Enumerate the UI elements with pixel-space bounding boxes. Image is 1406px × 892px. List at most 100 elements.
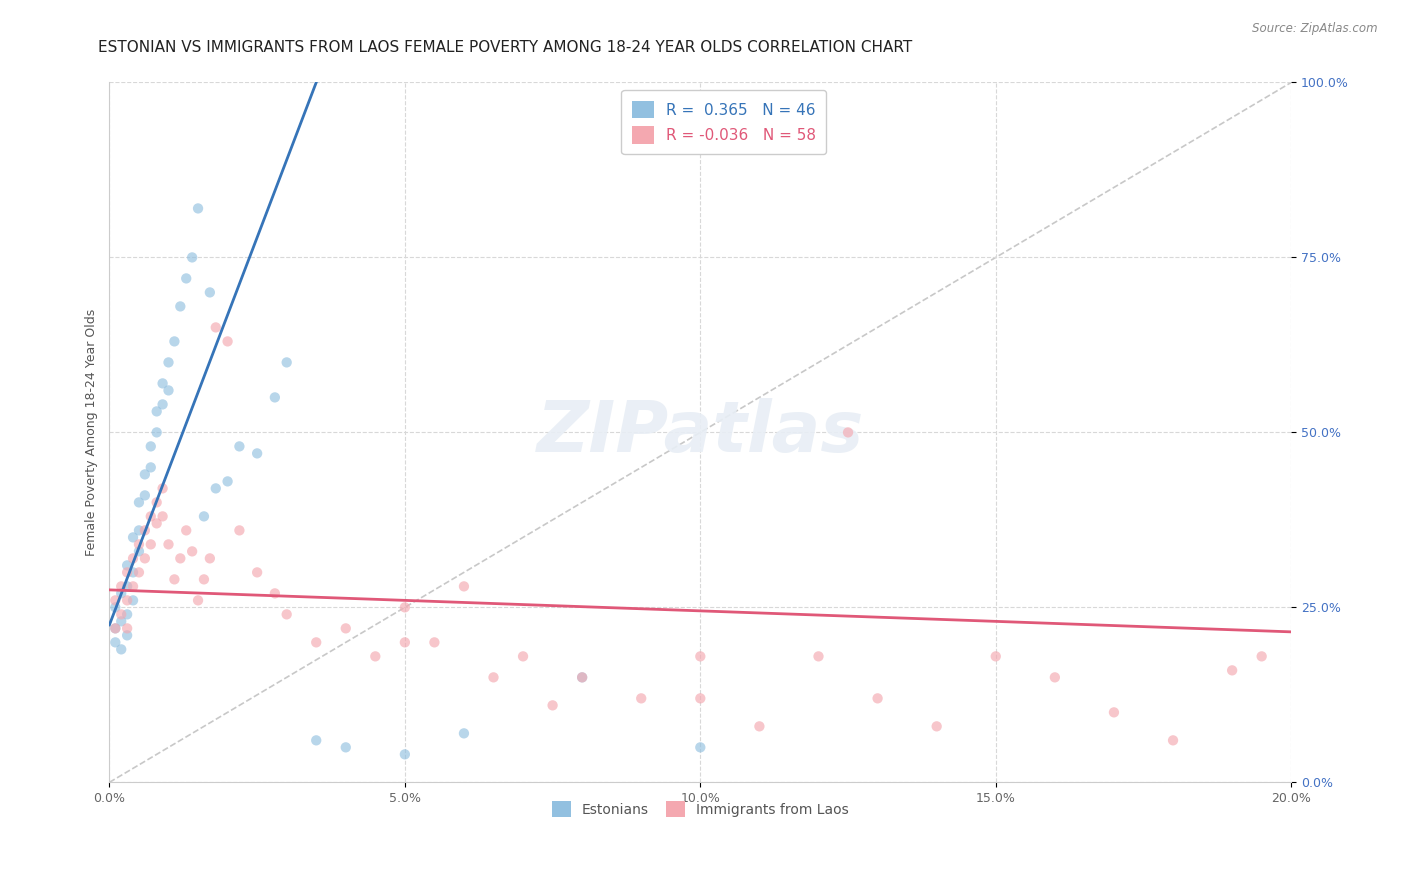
Point	[217, 334, 239, 349]
Text: Source: ZipAtlas.com: Source: ZipAtlas.com	[1253, 22, 1378, 36]
Point	[110, 586, 132, 600]
Point	[482, 670, 505, 684]
Point	[134, 467, 156, 482]
Point	[145, 404, 167, 418]
Point	[1220, 664, 1243, 678]
Point	[1043, 670, 1066, 684]
Point	[198, 285, 221, 300]
Point	[163, 334, 186, 349]
Point	[453, 726, 475, 740]
Point	[115, 621, 138, 635]
Point	[169, 300, 191, 314]
Point	[187, 593, 209, 607]
Point	[394, 747, 416, 762]
Point	[104, 635, 127, 649]
Point	[157, 355, 180, 369]
Point	[263, 586, 285, 600]
Point	[512, 649, 534, 664]
Point	[152, 397, 174, 411]
Point	[122, 579, 145, 593]
Text: ZIPatlas: ZIPatlas	[537, 398, 865, 467]
Point	[115, 628, 138, 642]
Point	[145, 516, 167, 531]
Point	[394, 600, 416, 615]
Point	[115, 579, 138, 593]
Point	[984, 649, 1007, 664]
Point	[807, 131, 830, 145]
Point	[689, 649, 711, 664]
Point	[174, 524, 197, 538]
Y-axis label: Female Poverty Among 18-24 Year Olds: Female Poverty Among 18-24 Year Olds	[86, 309, 98, 556]
Point	[748, 719, 770, 733]
Point	[128, 566, 150, 580]
Point	[104, 621, 127, 635]
Point	[1161, 733, 1184, 747]
Point	[571, 670, 593, 684]
Point	[128, 544, 150, 558]
Point	[276, 607, 298, 622]
Point	[128, 537, 150, 551]
Point	[157, 384, 180, 398]
Point	[152, 376, 174, 391]
Point	[837, 425, 859, 440]
Point	[139, 537, 162, 551]
Point	[228, 524, 250, 538]
Point	[134, 551, 156, 566]
Point	[110, 579, 132, 593]
Point	[364, 649, 387, 664]
Point	[139, 509, 162, 524]
Point	[115, 558, 138, 573]
Point	[193, 573, 215, 587]
Point	[193, 509, 215, 524]
Point	[541, 698, 564, 713]
Point	[115, 593, 138, 607]
Point	[110, 607, 132, 622]
Point	[689, 740, 711, 755]
Point	[453, 579, 475, 593]
Point	[128, 495, 150, 509]
Point	[423, 635, 446, 649]
Point	[122, 530, 145, 544]
Point	[145, 425, 167, 440]
Point	[276, 355, 298, 369]
Text: ESTONIAN VS IMMIGRANTS FROM LAOS FEMALE POVERTY AMONG 18-24 YEAR OLDS CORRELATIO: ESTONIAN VS IMMIGRANTS FROM LAOS FEMALE …	[98, 40, 912, 55]
Point	[174, 271, 197, 285]
Point	[204, 320, 226, 334]
Point	[228, 439, 250, 453]
Point	[139, 439, 162, 453]
Point	[305, 635, 328, 649]
Point	[335, 740, 357, 755]
Point	[689, 691, 711, 706]
Point	[198, 551, 221, 566]
Point	[925, 719, 948, 733]
Point	[145, 495, 167, 509]
Point	[152, 482, 174, 496]
Point	[122, 566, 145, 580]
Point	[305, 733, 328, 747]
Point	[187, 202, 209, 216]
Point	[104, 621, 127, 635]
Point	[128, 524, 150, 538]
Point	[217, 475, 239, 489]
Point	[263, 391, 285, 405]
Point	[152, 509, 174, 524]
Point	[104, 600, 127, 615]
Point	[1102, 706, 1125, 720]
Point	[866, 691, 889, 706]
Point	[169, 551, 191, 566]
Legend: Estonians, Immigrants from Laos: Estonians, Immigrants from Laos	[544, 795, 856, 824]
Point	[246, 566, 269, 580]
Point	[807, 649, 830, 664]
Point	[163, 573, 186, 587]
Point	[122, 551, 145, 566]
Point	[394, 635, 416, 649]
Point	[181, 251, 204, 265]
Point	[134, 488, 156, 502]
Point	[110, 642, 132, 657]
Point	[115, 607, 138, 622]
Point	[204, 482, 226, 496]
Point	[181, 544, 204, 558]
Point	[134, 524, 156, 538]
Point	[246, 446, 269, 460]
Point	[139, 460, 162, 475]
